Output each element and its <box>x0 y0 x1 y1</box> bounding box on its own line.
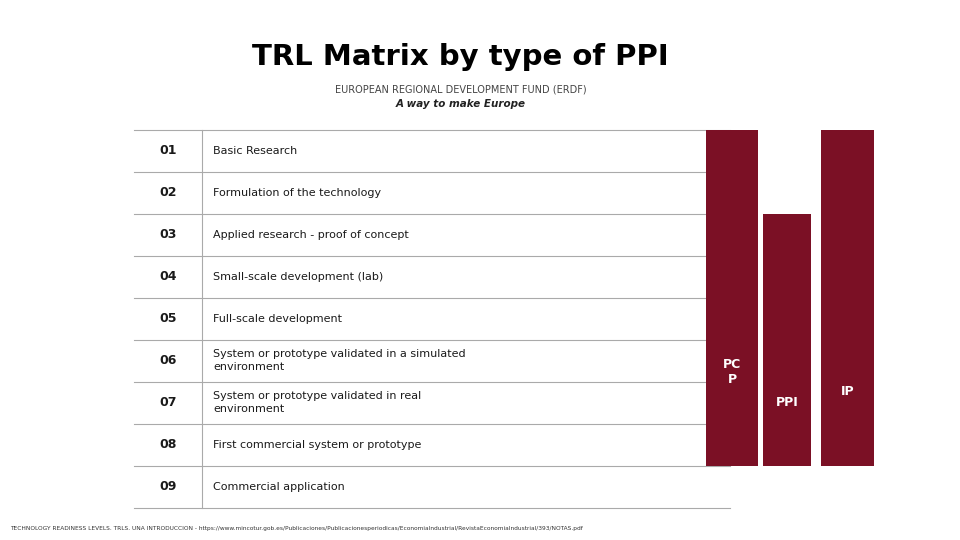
Text: 04: 04 <box>159 270 177 283</box>
Text: 07: 07 <box>159 396 177 409</box>
Text: 09: 09 <box>159 480 177 493</box>
Text: EUROPEAN REGIONAL DEVELOPMENT FUND (ERDF): EUROPEAN REGIONAL DEVELOPMENT FUND (ERDF… <box>335 84 587 94</box>
Text: TECHNOLOGY READINESS LEVELS. TRLS. UNA INTRODUCCION - https://www.mincotur.gob.e: TECHNOLOGY READINESS LEVELS. TRLS. UNA I… <box>10 525 583 531</box>
Text: Small-scale development (lab): Small-scale development (lab) <box>213 272 383 281</box>
Text: 03: 03 <box>159 228 177 241</box>
Text: 05: 05 <box>159 312 177 325</box>
Bar <box>706 130 758 465</box>
Text: System or prototype validated in a simulated
environment: System or prototype validated in a simul… <box>213 349 466 372</box>
Text: Basic Research: Basic Research <box>213 146 298 156</box>
Text: Applied research - proof of concept: Applied research - proof of concept <box>213 230 409 240</box>
Text: Full-scale development: Full-scale development <box>213 314 342 323</box>
Bar <box>763 214 811 465</box>
Text: TRL Matrix by type of PPI: TRL Matrix by type of PPI <box>252 43 669 71</box>
Text: PPI: PPI <box>776 396 799 409</box>
Text: PC
P: PC P <box>723 357 741 386</box>
Text: A way to make Europe: A way to make Europe <box>396 99 526 109</box>
Text: 08: 08 <box>159 438 177 451</box>
Bar <box>821 130 874 465</box>
Text: Commercial application: Commercial application <box>213 482 345 491</box>
Text: 06: 06 <box>159 354 177 367</box>
Text: IP: IP <box>840 385 854 398</box>
Text: 02: 02 <box>159 186 177 199</box>
Text: 01: 01 <box>159 144 177 157</box>
Text: First commercial system or prototype: First commercial system or prototype <box>213 440 421 450</box>
Text: System or prototype validated in real
environment: System or prototype validated in real en… <box>213 392 421 414</box>
Text: Formulation of the technology: Formulation of the technology <box>213 187 381 198</box>
